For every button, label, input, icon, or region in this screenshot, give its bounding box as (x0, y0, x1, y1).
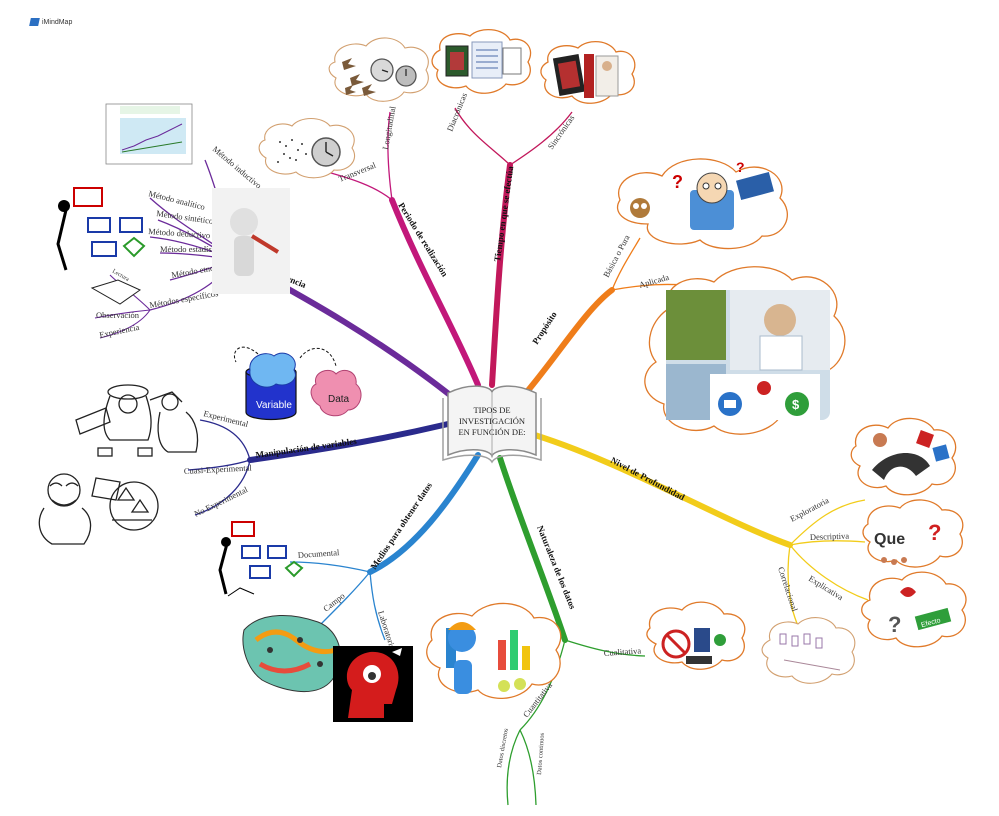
no-sign-icon (661, 629, 691, 659)
app-logo: iMindMap (29, 18, 73, 26)
central-line-3: EN FUNCIÓN DE: (458, 427, 525, 437)
svg-text:?: ? (736, 159, 745, 175)
branch-tiempo: Tiempo en que se efectúa Diacrónicas Sin… (445, 91, 576, 388)
sub-label-correlacional: Correlacional (776, 566, 800, 614)
branch-manipulacion: Manipulación de variables Experimental C… (184, 408, 451, 519)
inferencia-flowchart-image (56, 187, 146, 305)
svg-text:?: ? (928, 520, 941, 545)
sub-label-diacronicas: Diacrónicas (445, 91, 469, 132)
sub-label-cualitativa: Cualitativa (603, 645, 641, 658)
branch-profundidad: Nivel de Profundidad Exploratoria Descri… (522, 429, 869, 631)
no-experimental-image (38, 473, 159, 545)
sub-label-experiencia: Experiencia (98, 322, 140, 340)
variable-tag: Variable (256, 400, 292, 411)
sub-label-cuasi-experimental: Cuasi-Experimental (184, 462, 253, 476)
documental-image (218, 521, 304, 597)
sub-label-metodos-especificos: Métodos específicos (149, 288, 219, 310)
svg-text:?: ? (672, 172, 683, 192)
sub-label-metodo-sintetico: Método sintético (156, 208, 214, 226)
sub-label-exploratoria: Exploratoria (788, 495, 830, 524)
central-line-2: INVESTIGACIÓN (459, 416, 525, 426)
central-line-1: TIPOS DE (473, 405, 510, 415)
sub-label-datos-continuos: Datos continuos (536, 732, 546, 775)
sub-label-observacion: Observación (96, 310, 140, 320)
campo-image (242, 615, 341, 693)
sub-label-experimental: Experimental (203, 408, 250, 429)
correlacional-image (761, 617, 856, 684)
sub-label-metodo-estadistico: Método estadístico (160, 244, 224, 254)
logo-text: iMindMap (42, 18, 73, 26)
efecto-tag: Efecto (920, 617, 941, 629)
laboratorio-image (333, 646, 413, 722)
descriptiva-image: Que ? (862, 499, 964, 568)
sub-label-sincronicas: Sincrónicas (545, 113, 576, 151)
data-tag: Data (328, 394, 350, 405)
sub-label-metodo-inductivo: Método inductivo (211, 144, 264, 191)
sub-label-metodo-deductivo: Método deductivo (148, 226, 211, 240)
transversal-image (258, 117, 356, 179)
sub-label-longitudinal: Longitudinal (380, 105, 398, 151)
branch-label-proposito: Propósito (530, 309, 559, 346)
que-tag: Que (874, 531, 905, 548)
cuantitativa-image (426, 602, 562, 700)
sub-label-basica: Básica o Pura (601, 233, 632, 279)
sub-label-datos-discretos: Datos discretos (496, 727, 510, 768)
dollar-icon (785, 392, 809, 416)
branch-label-tiempo: Tiempo en que se efectúa (492, 165, 515, 262)
experimental-image (75, 384, 199, 457)
chart-thumbnail-image (105, 103, 193, 165)
svg-text:?: ? (888, 612, 901, 637)
sub-label-aplicada: Aplicada (638, 272, 670, 290)
explicativa-image: ? Efecto (861, 571, 967, 648)
sub-label-descriptiva: Descriptiva (810, 531, 850, 542)
sincronicas-image (540, 41, 636, 104)
pencil-figure-image (212, 188, 290, 294)
aplicada-image: $ (644, 266, 846, 435)
branch-label-profundidad: Nivel de Profundidad (609, 455, 686, 502)
svg-text:$: $ (792, 397, 800, 412)
central-topic: TIPOS DE INVESTIGACIÓN EN FUNCIÓN DE: (442, 385, 542, 464)
diacronicas-image (431, 29, 532, 94)
data-variable-image: Variable Data (234, 346, 362, 421)
sub-label-documental: Documental (297, 547, 340, 560)
sub-label-laboratorio: Laboratorio (376, 610, 398, 651)
sub-label-no-experimental: No Experimental (192, 484, 249, 519)
basica-image: ? ? (616, 158, 788, 250)
longitudinal-image (328, 37, 429, 102)
exploratoria-image (850, 417, 957, 496)
cualitativa-image (646, 601, 746, 670)
